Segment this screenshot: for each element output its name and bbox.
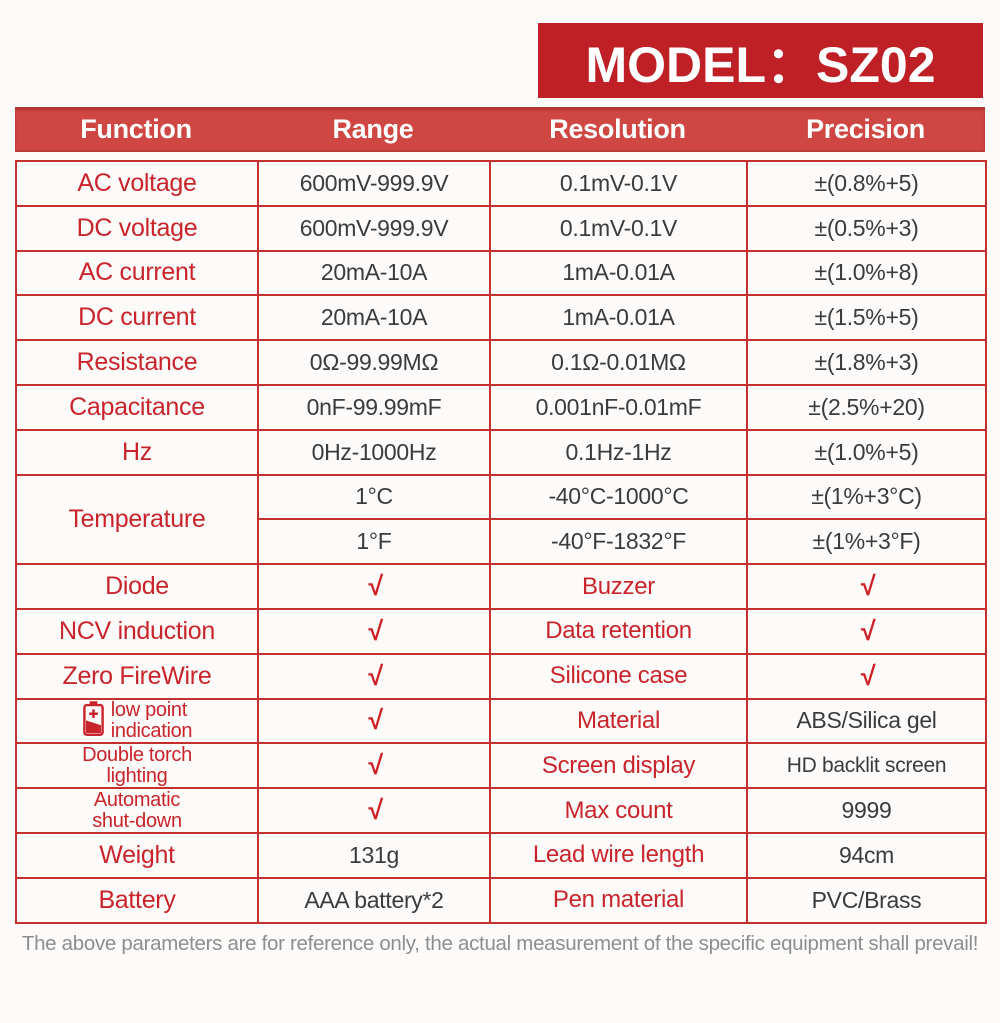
table-row: DC current 20mA-10A 1mA-0.01A ±(1.5%+5) <box>15 294 987 342</box>
model-title: MODEL：SZ02 <box>585 36 936 93</box>
checkmark-cell: √ <box>257 742 491 790</box>
resolution-cell: 0.1mV-0.1V <box>489 204 748 252</box>
precision-cell: ±(1.5%+5) <box>746 294 987 342</box>
precision-cell: ±(1.0%+8) <box>746 249 987 297</box>
checkmark-cell: √ <box>257 652 491 700</box>
feature-label-cell: Double torch lighting <box>15 742 259 790</box>
table-row-temperature: 1°F -40°F-1832°F ±(1%+3°F) <box>16 518 987 566</box>
column-header-precision: Precision <box>806 114 925 144</box>
battery-low-icon <box>82 701 105 742</box>
function-cell: Temperature <box>15 473 259 566</box>
checkmark-cell: √ <box>257 697 491 745</box>
feature-label-cell: Data retention <box>489 607 748 655</box>
checkmark-cell: √ <box>746 607 987 655</box>
feature-label-cell: Zero FireWire <box>15 652 259 700</box>
function-cell: Resistance <box>15 339 259 386</box>
function-cell: Capacitance <box>15 383 259 431</box>
checkmark-cell: √ <box>746 563 987 610</box>
table-row: Hz 0Hz-1000Hz 0.1Hz-1Hz ±(1.0%+5) <box>15 428 987 476</box>
model-banner: MODEL：SZ02 <box>538 23 983 98</box>
resolution-cell: 0.1mV-0.1V <box>489 160 748 207</box>
column-header-range: Range <box>332 114 414 144</box>
resolution-cell: 0.001nF-0.01mF <box>489 383 748 431</box>
table-row-temperature: Temperature 1°C -40°C-1000°C ±(1%+3°C) <box>15 473 987 566</box>
feature-label-cell: Battery <box>15 876 259 924</box>
feature-label-cell: Max count <box>489 787 748 834</box>
feature-label-cell: Lead wire length <box>489 831 748 879</box>
feature-label-cell: Silicone case <box>489 652 748 700</box>
checkmark-cell: √ <box>746 652 987 700</box>
table-row: Automatic shut-down √ Max count 9999 <box>15 787 987 834</box>
checkmark-cell: √ <box>257 607 491 655</box>
table-row: low point indication √ Material ABS/Sili… <box>15 697 987 745</box>
resolution-cell: -40°C-1000°C <box>489 473 748 521</box>
resolution-cell: 0.1Ω-0.01MΩ <box>489 339 748 386</box>
feature-value-cell: AAA battery*2 <box>257 876 491 924</box>
feature-label-cell: NCV induction <box>15 607 259 655</box>
table-row: AC current 20mA-10A 1mA-0.01A ±(1.0%+8) <box>15 249 987 297</box>
disclaimer-note: The above parameters are for reference o… <box>21 931 979 955</box>
table-row: Diode √ Buzzer √ <box>15 563 987 610</box>
range-cell: 0nF-99.99mF <box>257 383 491 431</box>
function-cell: Hz <box>15 428 259 476</box>
table-row: Battery AAA battery*2 Pen material PVC/B… <box>15 876 987 924</box>
range-cell: 0Hz-1000Hz <box>257 428 491 476</box>
resolution-cell: 1mA-0.01A <box>489 294 748 342</box>
checkmark-cell: √ <box>257 563 491 610</box>
feature-label-cell: low point indication <box>15 697 259 745</box>
column-header-resolution: Resolution <box>549 114 686 144</box>
feature-label-cell: Pen material <box>489 876 748 924</box>
range-cell: 1°C <box>257 473 491 521</box>
feature-value-cell: PVC/Brass <box>746 876 987 924</box>
precision-cell: ±(1%+3°F) <box>746 518 987 566</box>
precision-cell: ±(0.8%+5) <box>746 160 987 207</box>
precision-cell: ±(1.8%+3) <box>746 339 987 386</box>
range-cell: 1°F <box>257 518 491 566</box>
table-row: Weight 131g Lead wire length 94cm <box>15 831 987 879</box>
table-row: AC voltage 600mV-999.9V 0.1mV-0.1V ±(0.8… <box>15 160 987 207</box>
table-header: Function Range Resolution Precision <box>15 107 985 152</box>
precision-cell: ±(1.0%+5) <box>746 428 987 476</box>
feature-label-cell: Buzzer <box>489 563 748 610</box>
feature-label: low point indication <box>110 698 193 742</box>
function-cell: DC current <box>15 294 259 342</box>
precision-cell: ±(1%+3°C) <box>746 473 987 521</box>
table-row: DC voltage 600mV-999.9V 0.1mV-0.1V ±(0.5… <box>15 204 987 252</box>
resolution-cell: 0.1Hz-1Hz <box>489 428 748 476</box>
function-cell: DC voltage <box>15 204 259 252</box>
table-row: Double torch lighting √ Screen display H… <box>15 742 987 790</box>
column-header-function: Function <box>80 114 192 144</box>
feature-value-cell: ABS/Silica gel <box>746 697 987 745</box>
function-cell: AC voltage <box>15 160 259 207</box>
resolution-cell: 1mA-0.01A <box>489 249 748 297</box>
feature-label-cell: Material <box>489 697 748 745</box>
table-row: Resistance 0Ω-99.99MΩ 0.1Ω-0.01MΩ ±(1.8%… <box>15 339 987 386</box>
checkmark-cell: √ <box>257 787 491 834</box>
feature-label-cell: Diode <box>15 563 259 610</box>
feature-value-cell: 9999 <box>746 787 987 834</box>
table-row: NCV induction √ Data retention √ <box>15 607 987 655</box>
table-row: Capacitance 0nF-99.99mF 0.001nF-0.01mF ±… <box>15 383 987 431</box>
feature-label-cell: Automatic shut-down <box>15 787 259 834</box>
table-row: Zero FireWire √ Silicone case √ <box>15 652 987 700</box>
range-cell: 20mA-10A <box>257 249 491 297</box>
range-cell: 20mA-10A <box>257 294 491 342</box>
range-cell: 0Ω-99.99MΩ <box>257 339 491 386</box>
spec-table: AC voltage 600mV-999.9V 0.1mV-0.1V ±(0.8… <box>15 160 987 924</box>
feature-value-cell: 94cm <box>746 831 987 879</box>
range-cell: 600mV-999.9V <box>257 160 491 207</box>
range-cell: 600mV-999.9V <box>257 204 491 252</box>
precision-cell: ±(2.5%+20) <box>746 383 987 431</box>
precision-cell: ±(0.5%+3) <box>746 204 987 252</box>
feature-label-cell: Screen display <box>489 742 748 790</box>
feature-label-cell: Weight <box>15 831 259 879</box>
feature-value-cell: 131g <box>257 831 491 879</box>
feature-value-cell: HD backlit screen <box>746 742 987 790</box>
resolution-cell: -40°F-1832°F <box>489 518 748 566</box>
function-cell: AC current <box>15 249 259 297</box>
